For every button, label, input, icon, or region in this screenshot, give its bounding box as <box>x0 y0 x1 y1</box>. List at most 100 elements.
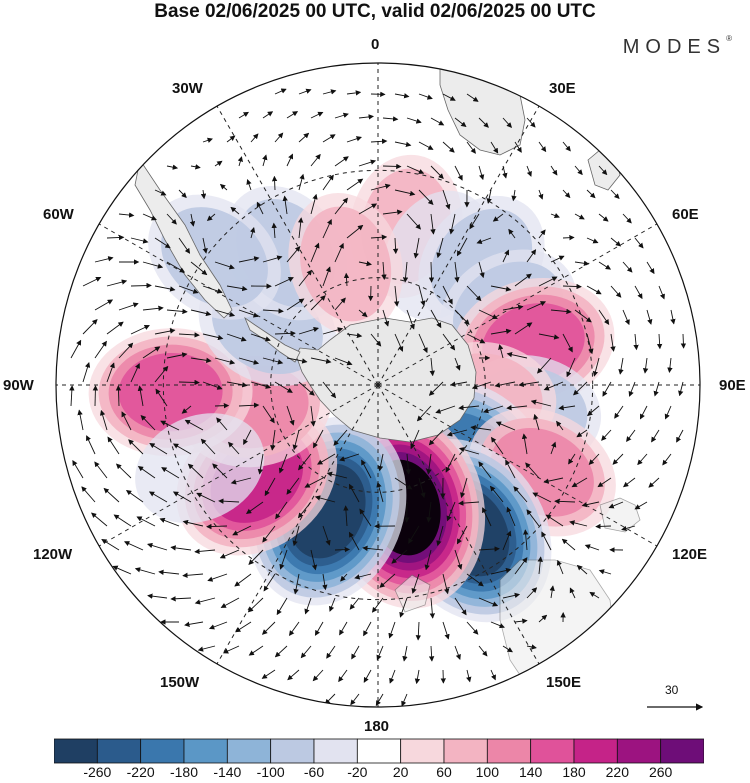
wind-vector-329 <box>521 433 528 455</box>
colorbar-swatch-0 <box>54 738 98 764</box>
wind-vector-327 <box>458 447 480 455</box>
wind-vector-79 <box>166 213 177 225</box>
wind-vector-349 <box>394 477 413 490</box>
wind-vector-427 <box>561 538 576 551</box>
wind-vector-57 <box>154 189 167 196</box>
wind-vector-216 <box>610 333 616 352</box>
wind-vector-221 <box>94 340 107 359</box>
wind-vector-124 <box>190 261 208 276</box>
wind-vector-500 <box>526 644 537 650</box>
wind-vector-459 <box>349 597 360 610</box>
colorbar-tick-7: 20 <box>392 764 409 780</box>
colorbar-swatch-2 <box>140 738 185 764</box>
wind-vector-66 <box>370 183 391 191</box>
wind-vector-220 <box>70 339 82 359</box>
wind-vector-138 <box>526 249 537 263</box>
wind-vector-478 <box>363 621 372 637</box>
wind-vector-280 <box>506 405 528 411</box>
wind-vector-452 <box>170 596 192 602</box>
wind-vector-12 <box>310 111 324 119</box>
wind-vector-240 <box>618 357 624 375</box>
wind-vector-420 <box>391 549 408 564</box>
wind-vector-312 <box>107 436 120 455</box>
wind-vector-179 <box>334 297 346 311</box>
lon-label-90w: 90W <box>3 377 34 394</box>
wind-vector-45 <box>334 156 349 167</box>
wind-vector-69 <box>442 189 451 210</box>
wind-vector-80 <box>189 213 196 227</box>
wind-vector-242 <box>667 357 673 373</box>
lon-label-60w: 60W <box>43 206 74 223</box>
wind-vector-214 <box>562 333 573 353</box>
wind-vector-255 <box>450 381 468 387</box>
wind-vector-318 <box>257 453 264 475</box>
wind-vector-235 <box>498 344 504 359</box>
wind-vector-414 <box>248 549 264 565</box>
wind-vector-341 <box>187 463 204 479</box>
wind-vector-14 <box>358 114 374 120</box>
wind-vector-38 <box>166 164 179 170</box>
wind-vector-147 <box>154 285 176 292</box>
wind-vector-488 <box>222 645 240 654</box>
wind-vector-447 <box>537 556 543 575</box>
wind-vector-19 <box>478 117 489 128</box>
colorbar-swatch-10 <box>486 738 532 764</box>
colorbar-tick-3: -140 <box>213 764 242 780</box>
wind-vector-499 <box>502 645 513 653</box>
wind-vector-238 <box>566 357 576 378</box>
wind-vector-265 <box>69 385 75 407</box>
wind-vector-400 <box>456 525 468 545</box>
wind-vector-30 <box>394 141 412 148</box>
wind-vector-457 <box>304 597 312 615</box>
wind-vector-509 <box>466 669 472 683</box>
wind-vector-274 <box>286 405 295 426</box>
wind-vector-250 <box>250 381 272 389</box>
wind-vector-209 <box>442 333 456 351</box>
wind-vector-446 <box>514 557 528 575</box>
wind-vector-44 <box>310 153 321 167</box>
colorbar-swatch-1 <box>96 738 142 764</box>
wind-vector-165 <box>586 285 602 295</box>
wind-vector-251 <box>274 381 293 393</box>
wind-vector-243 <box>82 362 91 383</box>
colorbar-swatch-4 <box>226 738 272 764</box>
wind-vector-399 <box>436 525 444 547</box>
wind-vector-402 <box>506 506 516 527</box>
wind-vector-200 <box>226 333 247 342</box>
colorbar-tick-6: -20 <box>347 764 368 780</box>
wind-vector-5 <box>394 93 410 99</box>
wind-vector-41 <box>237 156 243 167</box>
wind-vector-63 <box>298 173 305 191</box>
wind-vector-81 <box>206 213 216 221</box>
wind-vector-92 <box>469 213 480 230</box>
wind-vector-39 <box>190 164 201 170</box>
wind-vector-195 <box>106 321 124 335</box>
colorbar-tick-12: 220 <box>605 764 630 780</box>
wind-vector-23 <box>226 135 236 143</box>
wind-vector-496 <box>428 645 435 662</box>
wind-vector-36 <box>538 141 547 153</box>
wind-vector-119 <box>634 237 644 249</box>
wind-vector-464 <box>478 597 499 607</box>
wind-vector-247 <box>178 379 200 386</box>
wind-vector-205 <box>346 332 363 339</box>
wind-vector-207 <box>394 333 404 352</box>
wind-vector-224 <box>166 352 188 359</box>
wind-vector-410 <box>147 542 168 551</box>
wind-vector-421 <box>424 549 432 571</box>
wind-vector-443 <box>442 573 450 595</box>
wind-vector-328 <box>490 436 504 455</box>
wind-vector-291 <box>160 420 180 431</box>
wind-vector-370 <box>297 501 312 519</box>
wind-vector-175 <box>238 309 259 318</box>
wind-vector-377 <box>458 500 480 506</box>
anomaly-contour-19-0 <box>135 413 265 524</box>
wind-vector-502 <box>287 669 300 681</box>
wind-vector-384 <box>634 501 648 510</box>
wind-vector-503 <box>312 669 324 682</box>
wind-vector-35 <box>514 141 522 153</box>
wind-vector-208 <box>418 333 428 354</box>
wind-vector-212 <box>514 322 533 335</box>
wind-vector-24 <box>250 133 259 143</box>
wind-vector-272 <box>238 402 260 408</box>
